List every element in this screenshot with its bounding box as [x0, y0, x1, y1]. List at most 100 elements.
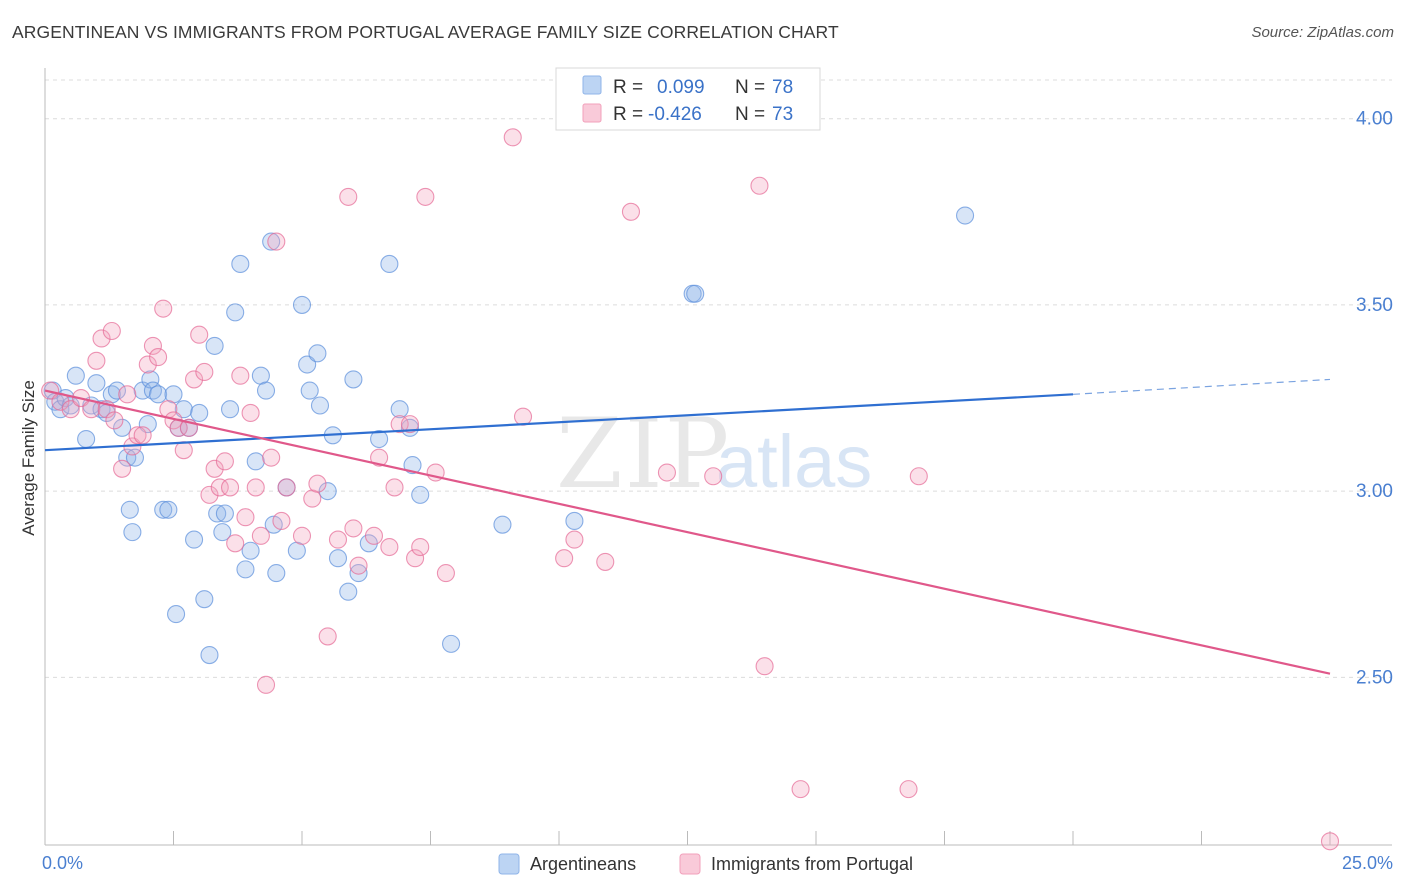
bottom-legend-swatch-portugal [679, 853, 701, 875]
point-argentineans [208, 504, 227, 523]
legend-r-label-2: R = [613, 104, 643, 125]
point-argentineans [246, 452, 265, 471]
point-portugal [390, 415, 409, 434]
point-argentineans [125, 448, 144, 467]
point-argentineans [231, 254, 250, 274]
point-portugal [200, 485, 219, 504]
point-portugal [118, 385, 137, 404]
legend-n-value-1: 78 [772, 77, 793, 98]
point-argentineans [256, 381, 276, 400]
point-argentineans [298, 355, 317, 374]
point-argentineans [205, 336, 224, 355]
y-tick-label: 2.50 [1356, 667, 1393, 688]
point-portugal [565, 530, 584, 549]
point-argentineans [200, 645, 219, 665]
point-portugal [82, 400, 101, 419]
point-portugal [385, 478, 404, 497]
point-portugal [138, 355, 157, 374]
point-portugal [87, 351, 106, 370]
point-argentineans [220, 400, 240, 419]
y-tick-label: 3.50 [1356, 295, 1393, 316]
point-argentineans [149, 385, 168, 404]
point-argentineans [308, 344, 327, 363]
y-tick-labels: 2.50 3.00 3.50 4.00 [1356, 109, 1393, 689]
point-argentineans [66, 366, 85, 385]
point-portugal [241, 403, 260, 422]
point-portugal [92, 329, 111, 348]
point-argentineans [174, 400, 193, 419]
y-tick-label: 3.00 [1356, 481, 1393, 502]
point-portugal [349, 556, 368, 575]
point-argentineans [120, 500, 139, 519]
point-argentineans [241, 541, 260, 560]
point-argentineans [686, 284, 705, 303]
point-portugal [704, 467, 723, 486]
point-argentineans [226, 303, 245, 322]
point-argentineans [185, 530, 204, 549]
point-portugal [277, 478, 296, 497]
series-portugal [41, 128, 1340, 851]
point-argentineans [267, 564, 286, 583]
point-portugal [251, 526, 270, 545]
point-argentineans [292, 295, 312, 314]
point-argentineans [195, 590, 214, 609]
point-portugal [555, 549, 574, 568]
point-argentineans [123, 523, 142, 542]
point-portugal [215, 452, 234, 471]
point-portugal [133, 426, 152, 445]
point-portugal [149, 348, 168, 367]
trend-portugal [44, 389, 1331, 675]
point-portugal [909, 467, 928, 486]
series-legend: Argentineans Immigrants from Portugal [498, 853, 913, 875]
point-portugal [416, 187, 435, 206]
point-argentineans [411, 485, 430, 504]
point-portugal [267, 232, 286, 251]
point-portugal [174, 441, 193, 460]
point-argentineans [215, 504, 234, 523]
point-portugal [154, 299, 173, 318]
point-portugal [231, 366, 250, 385]
point-portugal [899, 780, 918, 799]
point-portugal [380, 537, 399, 557]
legend-swatch-argentineans [582, 75, 602, 95]
point-portugal [205, 459, 224, 478]
point-portugal [256, 675, 276, 694]
point-argentineans [344, 370, 363, 389]
point-argentineans [390, 400, 409, 419]
point-portugal [113, 459, 132, 478]
point-portugal [791, 780, 810, 799]
point-portugal [339, 187, 358, 206]
point-portugal [406, 549, 425, 568]
point-argentineans [118, 448, 137, 467]
x-tick-label-max: 25.0% [1342, 853, 1393, 873]
point-portugal [318, 627, 337, 646]
point-argentineans [159, 500, 178, 519]
point-portugal [195, 362, 214, 382]
legend-n-label-2: N = [735, 104, 765, 125]
trend-argentineans [44, 393, 1074, 452]
point-argentineans [328, 549, 348, 568]
legend-n-label-1: N = [735, 77, 765, 98]
point-argentineans [349, 564, 368, 583]
legend-swatch-portugal [582, 103, 602, 123]
point-argentineans [141, 370, 160, 389]
point-portugal [292, 526, 312, 545]
point-portugal [143, 336, 162, 355]
point-portugal [128, 426, 147, 445]
point-argentineans [77, 429, 96, 449]
point-argentineans [113, 418, 132, 437]
bottom-legend-swatch-argentineans [498, 853, 520, 875]
point-portugal [61, 400, 80, 419]
point-argentineans [380, 254, 399, 274]
bottom-legend-label-portugal: Immigrants from Portugal [711, 854, 913, 874]
point-portugal [596, 552, 615, 571]
point-argentineans [190, 403, 209, 422]
point-portugal [220, 478, 240, 497]
point-portugal [102, 321, 121, 341]
point-portugal [185, 370, 204, 389]
stats-legend: R = 0.099 N = 78 R = -0.426 N = 73 [555, 67, 821, 131]
point-portugal [190, 325, 209, 344]
point-portugal [621, 202, 641, 221]
point-portugal [328, 530, 348, 549]
